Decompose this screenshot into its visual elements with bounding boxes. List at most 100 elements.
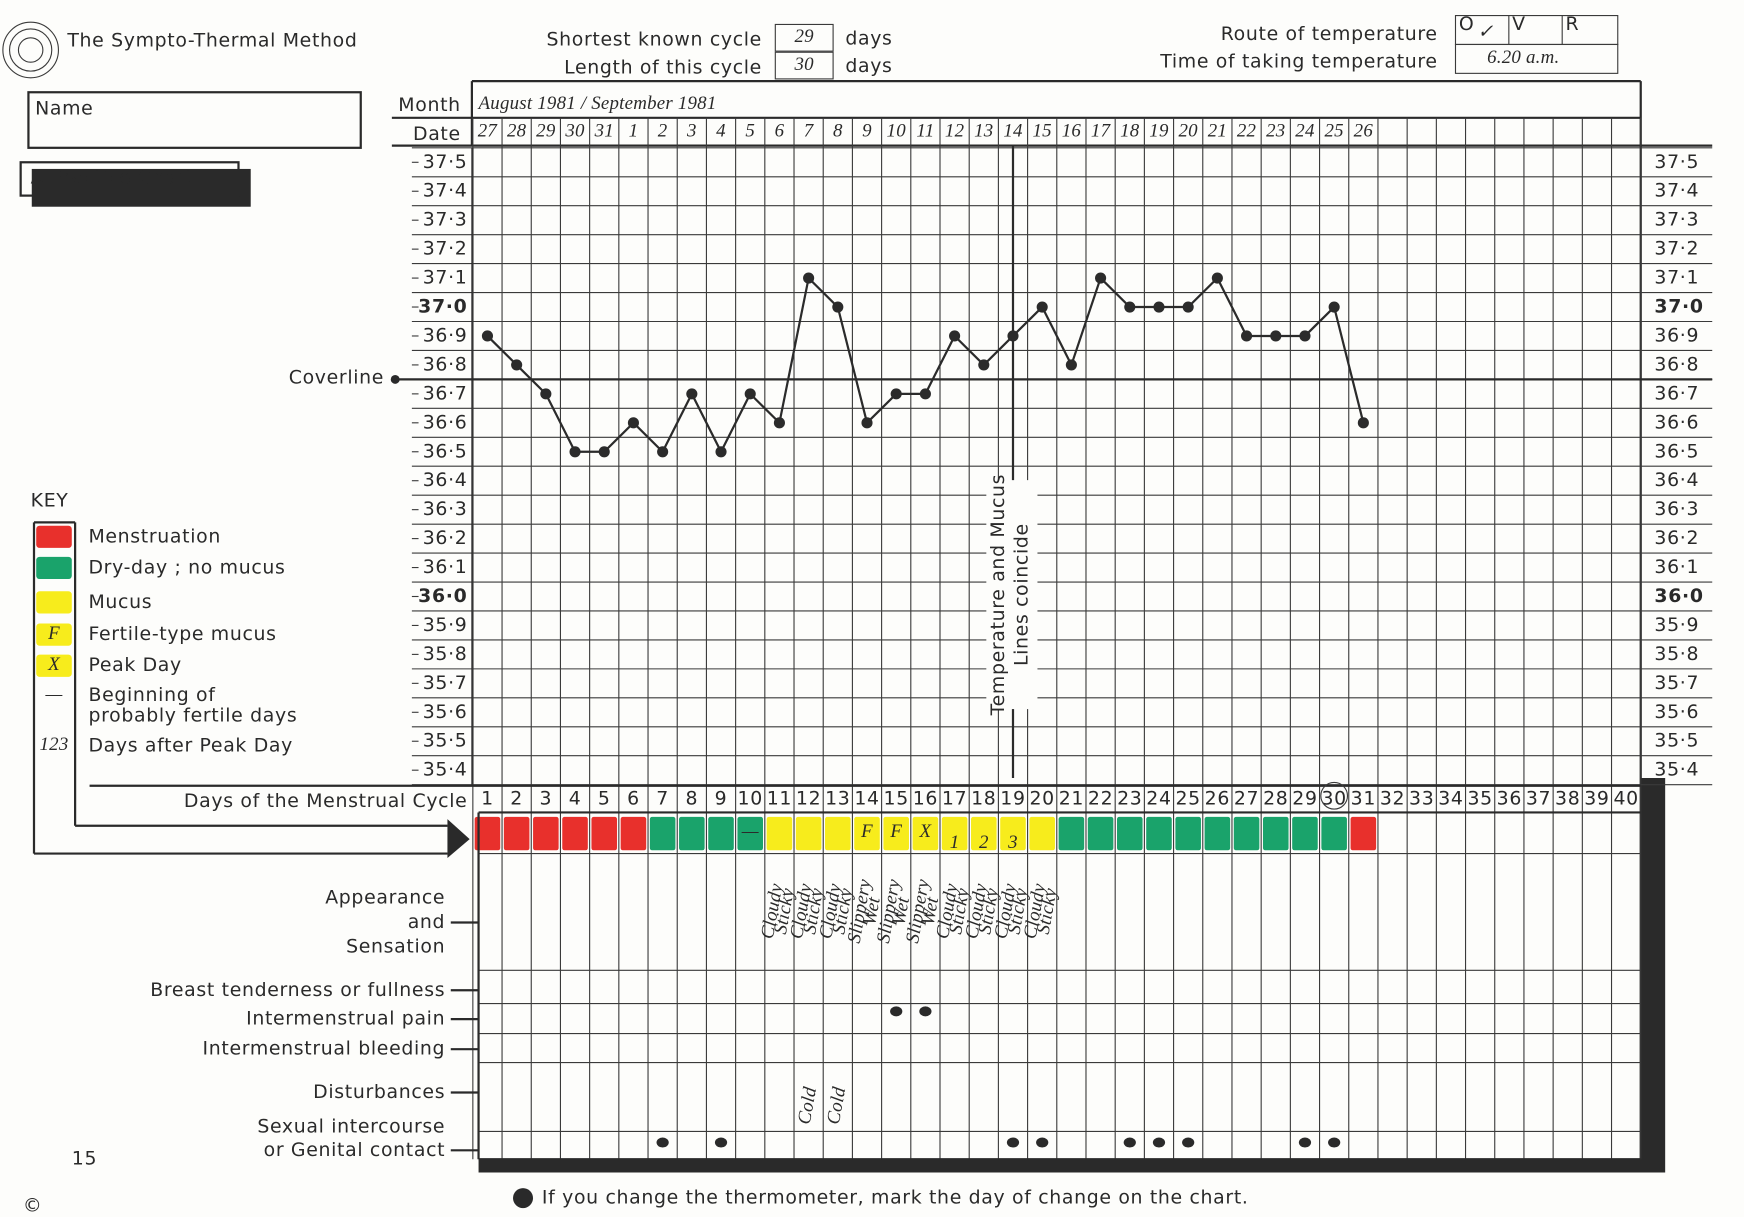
cycle-day-label: 38 xyxy=(1555,788,1580,810)
obs-dot xyxy=(1298,1137,1312,1148)
name-box xyxy=(27,91,362,149)
y-tick-label: 36·4 xyxy=(423,469,468,491)
cycle-mark: — xyxy=(741,821,759,842)
temperature-point xyxy=(1211,272,1223,284)
cycle-cell xyxy=(1087,816,1114,851)
annotation-text: Temperature and Mucus xyxy=(987,474,1009,717)
cycle-mark: X xyxy=(919,821,933,842)
cycle-cell xyxy=(1262,816,1289,851)
practice-box xyxy=(19,161,240,197)
coverline-label: Coverline xyxy=(289,366,384,388)
obs-row-label: Intermenstrual pain xyxy=(246,1008,445,1030)
coverline-dot xyxy=(390,374,400,384)
y2-tick-label: 35·8 xyxy=(1654,643,1699,665)
obs-dot xyxy=(1328,1137,1341,1148)
y2-tick-label: 36·2 xyxy=(1654,527,1699,549)
cycle-day-label: 26 xyxy=(1205,788,1230,810)
temperature-point xyxy=(978,359,990,371)
date-label: 10 xyxy=(887,121,907,142)
cycle-day-label: 2 xyxy=(510,788,523,810)
obs-entry: Wet xyxy=(918,895,944,927)
cycle-cell xyxy=(708,816,734,851)
key-label: Menstruation xyxy=(88,525,221,547)
temperature-point xyxy=(627,417,639,429)
length-box xyxy=(774,51,834,80)
cycle-day-label: 37 xyxy=(1526,788,1551,810)
date-label: 4 xyxy=(716,121,726,142)
cycle-day-label: 18 xyxy=(971,788,996,810)
route-option: R xyxy=(1566,13,1580,35)
date-label: 6 xyxy=(775,121,785,142)
cycle-cell xyxy=(679,816,705,851)
page-number: 15 xyxy=(72,1148,97,1170)
temperature-point xyxy=(1357,417,1369,429)
shortest-unit: days xyxy=(845,27,892,49)
date-label: 27 xyxy=(478,121,499,142)
cycle-cell xyxy=(649,816,676,851)
practice-label: A Practice Chart xyxy=(31,166,194,188)
cycle-day-label: 13 xyxy=(825,788,850,810)
temperature-point xyxy=(1241,330,1253,342)
cycle-day-label: 30 xyxy=(1321,788,1346,810)
cycle-day-label: 22 xyxy=(1088,788,1113,810)
key-swatch xyxy=(36,654,72,677)
key-symbol: X xyxy=(47,654,61,675)
cycle-mark: 3 xyxy=(1007,832,1018,853)
cycle-day-label: 34 xyxy=(1438,788,1463,810)
key-symbol: — xyxy=(44,684,62,705)
logo xyxy=(2,21,59,79)
route-label: Route of temperature xyxy=(1221,23,1438,45)
temperature-point xyxy=(744,388,756,400)
date-label: 7 xyxy=(804,121,815,142)
cycle-day-label: 35 xyxy=(1467,788,1492,810)
cycle-day-label: 14 xyxy=(854,788,879,810)
y2-tick-label: 36·5 xyxy=(1654,440,1699,462)
cycle-day-label: 12 xyxy=(796,788,821,810)
cycle-cell xyxy=(766,816,793,851)
y-tick-label: 37·2 xyxy=(423,238,468,260)
temperature-point xyxy=(1095,272,1107,284)
y-tick-label: 37·4 xyxy=(423,180,468,202)
obs-row-label: Appearance xyxy=(325,887,445,909)
y-tick-label: 35·7 xyxy=(423,672,468,694)
y-tick-label: 35·8 xyxy=(423,643,468,665)
y-tick-label: 37·0 xyxy=(418,296,467,318)
cycle-cell xyxy=(533,816,559,851)
cycle-day-label: 6 xyxy=(627,788,640,810)
y-tick-label: 35·6 xyxy=(423,701,468,723)
key-label: Fertile-type mucus xyxy=(88,623,276,645)
time-value: 6.20 a.m. xyxy=(1487,47,1559,68)
cycle-day-label: 29 xyxy=(1292,788,1317,810)
date-label: 17 xyxy=(1091,121,1112,142)
obs-dot xyxy=(1006,1137,1020,1148)
temperature-point xyxy=(1299,330,1311,342)
cycle-day-label: 20 xyxy=(1030,788,1055,810)
obs-row-label: Sexual intercourse xyxy=(257,1115,445,1137)
key-label: Mucus xyxy=(88,591,152,613)
cycle-cell xyxy=(1146,816,1172,851)
obs-row-label: Intermenstrual bleeding xyxy=(203,1038,446,1060)
cycle-cell xyxy=(971,816,997,851)
y2-tick-label: 36·8 xyxy=(1654,353,1699,375)
temperature-point xyxy=(1124,301,1136,313)
shortest-value: 29 xyxy=(795,26,815,47)
y-tick-label: 37·3 xyxy=(423,209,468,231)
month-value: August 1981 / September 1981 xyxy=(477,93,717,114)
obs-row-label: Breast tenderness or fullness xyxy=(150,979,445,1001)
date-label: 11 xyxy=(916,121,934,142)
date-label: 12 xyxy=(945,121,965,142)
annotation-bg xyxy=(986,480,1038,710)
date-label: 13 xyxy=(974,121,993,142)
cycle-cell xyxy=(941,816,968,851)
obs-dot xyxy=(714,1137,728,1148)
annotation-text: Lines coincide xyxy=(1010,523,1032,666)
temperature-point xyxy=(1270,330,1282,342)
temperature-point xyxy=(1036,301,1048,313)
date-label: 18 xyxy=(1120,121,1140,142)
date-label: 31 xyxy=(594,121,614,142)
temperature-point xyxy=(598,446,610,458)
cycle-day-label: 9 xyxy=(715,788,728,810)
cycle-day-label: 5 xyxy=(598,788,611,810)
date-label: 29 xyxy=(536,121,556,142)
